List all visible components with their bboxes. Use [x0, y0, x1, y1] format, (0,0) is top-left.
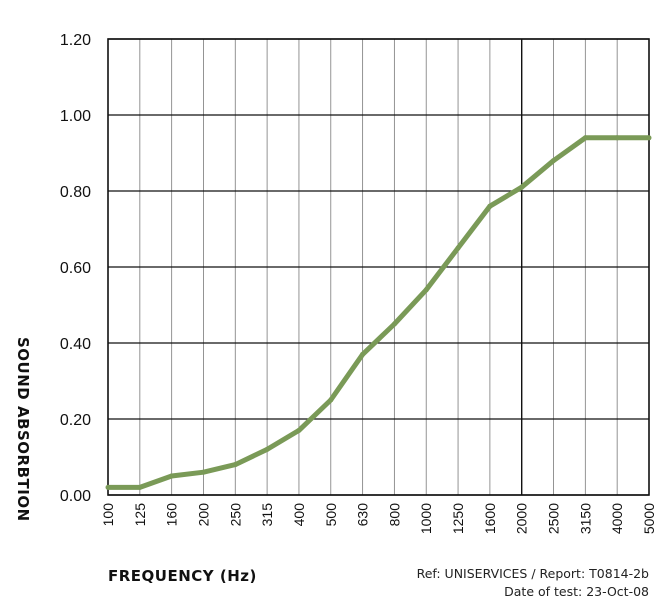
x-tick-label: 5000	[641, 503, 657, 534]
x-tick-label: 1250	[450, 503, 466, 534]
grid-layer	[107, 38, 650, 496]
data-point	[169, 473, 175, 479]
y-tick-label: 1.00	[60, 108, 91, 125]
x-tick-label: 200	[195, 503, 211, 527]
data-point	[264, 446, 270, 452]
data-point	[551, 158, 557, 164]
data-point	[328, 397, 334, 403]
y-tick-labels: 0.00 0.20 0.40 0.60 0.80 1.00 1.20	[60, 32, 91, 505]
x-tick-label: 630	[355, 503, 371, 527]
x-tick-labels: 100 125 160 200 250 315 400 500 630 800 1000 1250 16…	[100, 503, 657, 534]
x-tick-label: 250	[227, 503, 243, 527]
data-point	[582, 135, 588, 141]
x-axis-title: FREQUENCY (Hz)	[108, 567, 257, 585]
y-tick-label: 0.40	[60, 336, 91, 353]
x-tick-label: 500	[323, 503, 339, 527]
report-reference: Ref: UNISERVICES / Report: T0814-2b	[417, 566, 649, 581]
y-tick-label: 0.60	[60, 260, 91, 277]
data-point	[232, 462, 238, 468]
y-tick-label: 1.20	[60, 32, 91, 49]
y-tick-label: 0.80	[60, 184, 91, 201]
x-tick-label: 4000	[609, 503, 625, 534]
test-date: Date of test: 23-Oct-08	[504, 584, 649, 599]
y-axis-title: SOUND ABSORBTION	[14, 337, 32, 522]
data-point	[200, 469, 206, 475]
x-tick-label: 2000	[514, 503, 530, 534]
x-tick-label: 160	[164, 503, 180, 527]
x-tick-label: 800	[386, 503, 402, 527]
plot-frame	[107, 38, 650, 496]
data-point	[455, 245, 461, 251]
data-point	[360, 351, 366, 357]
data-point	[487, 203, 493, 209]
x-tick-label: 1000	[418, 503, 434, 534]
y-tick-label: 0.00	[60, 488, 91, 505]
x-tick-label: 2500	[546, 503, 562, 534]
series-line	[108, 135, 649, 490]
y-tick-label: 0.20	[60, 412, 91, 429]
x-tick-label: 125	[132, 503, 148, 527]
data-point	[614, 135, 620, 141]
series-layer	[105, 135, 652, 490]
x-tick-label: 100	[100, 503, 116, 527]
x-tick-label: 3150	[577, 503, 593, 534]
x-tick-label: 1600	[482, 503, 498, 534]
x-tick-label: 400	[291, 503, 307, 527]
data-point	[519, 184, 525, 190]
data-point	[646, 135, 652, 141]
x-tick-label: 315	[259, 503, 275, 527]
data-point	[423, 287, 429, 293]
data-point	[296, 427, 302, 433]
data-point	[391, 321, 397, 327]
data-point	[137, 484, 143, 490]
data-point	[105, 484, 111, 490]
